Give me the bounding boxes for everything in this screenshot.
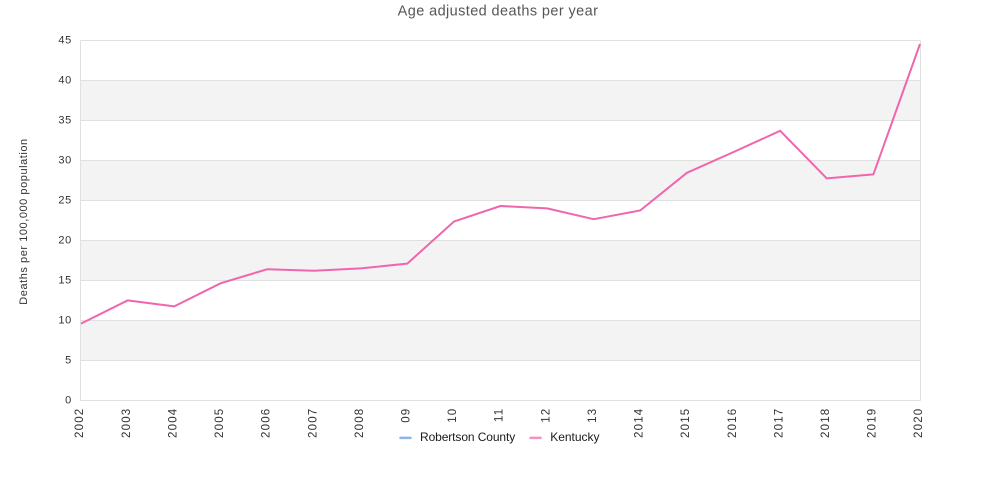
svg-text:45: 45 bbox=[58, 35, 72, 47]
svg-text:11: 11 bbox=[494, 408, 506, 422]
svg-text:2016: 2016 bbox=[727, 408, 739, 438]
svg-text:Age adjusted deaths per year: Age adjusted deaths per year bbox=[398, 4, 599, 20]
svg-text:30: 30 bbox=[58, 155, 72, 167]
svg-text:09: 09 bbox=[401, 408, 413, 423]
svg-text:2004: 2004 bbox=[167, 408, 179, 438]
svg-text:10: 10 bbox=[447, 408, 459, 423]
svg-text:40: 40 bbox=[58, 75, 72, 87]
svg-text:12: 12 bbox=[540, 408, 552, 423]
svg-text:2003: 2003 bbox=[121, 408, 133, 438]
svg-text:5: 5 bbox=[65, 355, 72, 367]
svg-text:15: 15 bbox=[58, 275, 72, 287]
svg-text:Deaths per 100,000 population: Deaths per 100,000 population bbox=[18, 138, 30, 304]
svg-text:2007: 2007 bbox=[307, 408, 319, 438]
svg-text:2020: 2020 bbox=[913, 408, 925, 438]
svg-text:20: 20 bbox=[58, 235, 72, 247]
svg-text:25: 25 bbox=[58, 195, 72, 207]
svg-text:2008: 2008 bbox=[354, 408, 366, 438]
svg-text:2018: 2018 bbox=[820, 408, 832, 438]
svg-text:2017: 2017 bbox=[773, 408, 785, 438]
svg-text:2014: 2014 bbox=[634, 408, 646, 438]
svg-text:Kentucky: Kentucky bbox=[550, 430, 599, 444]
svg-text:0: 0 bbox=[65, 395, 72, 407]
svg-text:13: 13 bbox=[587, 408, 599, 423]
svg-text:35: 35 bbox=[58, 115, 72, 127]
svg-text:2002: 2002 bbox=[74, 408, 86, 438]
svg-text:2019: 2019 bbox=[867, 408, 879, 438]
svg-text:2006: 2006 bbox=[261, 408, 273, 438]
svg-text:2005: 2005 bbox=[214, 408, 226, 438]
svg-text:Robertson County: Robertson County bbox=[420, 430, 515, 444]
svg-text:10: 10 bbox=[58, 315, 72, 327]
svg-text:2015: 2015 bbox=[680, 408, 692, 438]
